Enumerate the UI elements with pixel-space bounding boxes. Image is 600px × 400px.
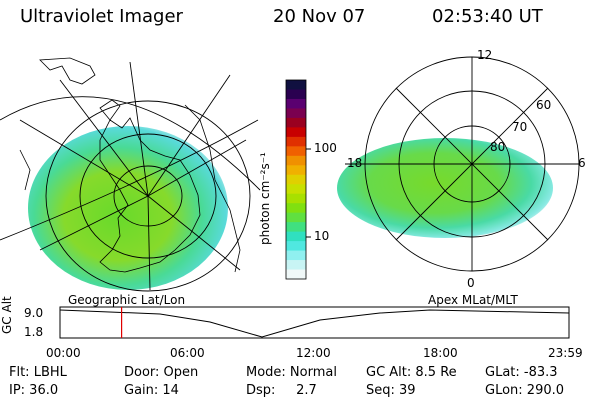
timeline-xtick-2: 12:00	[296, 346, 331, 360]
apex-polar-map	[337, 56, 580, 272]
colorbar-swatch	[286, 98, 306, 109]
colorbar-swatch	[286, 241, 306, 252]
colorbar-swatch	[286, 250, 306, 261]
info-mode: Mode: Normal	[246, 365, 337, 380]
colorbar-tick-100: 100	[314, 141, 337, 155]
info-door: Door: Open	[124, 365, 199, 380]
colorbar-swatch	[286, 80, 306, 90]
info-ip: IP: 36.0	[9, 383, 59, 398]
mlt-label-12: 12	[477, 48, 493, 62]
altitude-timeline	[59, 306, 570, 339]
colorbar-swatch	[286, 155, 306, 166]
mlt-label-18: 18	[347, 156, 363, 170]
lat-label-80: 80	[490, 140, 506, 154]
colorbar-swatch	[286, 260, 306, 271]
coastlines	[19, 57, 241, 273]
mlt-label-6: 6	[578, 156, 586, 170]
lat-label-60: 60	[536, 98, 552, 112]
geo-map-label: Geographic Lat/Lon	[68, 293, 186, 307]
info-flt: Flt: LBHL	[9, 365, 67, 380]
colorbar	[285, 79, 311, 280]
timeline-ytick-9: 9.0	[24, 306, 44, 320]
info-dsp: Dsp: 2.7	[246, 383, 317, 398]
info-seq: Seq: 39	[366, 383, 416, 398]
lat-label-70: 70	[512, 120, 528, 134]
colorbar-label: photon cm⁻²s⁻¹	[258, 152, 272, 245]
mlt-label-0: 0	[467, 276, 475, 290]
time-label: 02:53:40 UT	[432, 6, 543, 27]
info-glat: GLat: -83.3	[485, 365, 558, 380]
timeline-frame	[59, 306, 570, 339]
colorbar-tick-10: 10	[314, 229, 330, 243]
colorbar-swatch	[286, 117, 306, 128]
timeline-xtick-3: 18:00	[423, 346, 458, 360]
info-glon: GLon: 290.0	[485, 383, 565, 398]
colorbar-swatch	[286, 203, 306, 214]
geo-grid	[0, 61, 261, 292]
colorbar-swatch	[286, 184, 306, 195]
aurora-oval-apex	[337, 138, 553, 238]
altitude-curve	[59, 309, 570, 338]
instrument-title: Ultraviolet Imager	[20, 6, 183, 27]
info-gain: Gain: 14	[124, 383, 179, 398]
colorbar-swatch	[286, 193, 306, 204]
geographic-map	[0, 57, 261, 292]
imager-panels	[0, 56, 580, 292]
timeline-xtick-4: 23:59	[548, 346, 583, 360]
colorbar-swatch	[286, 231, 306, 242]
date-label: 20 Nov 07	[273, 6, 366, 27]
colorbar-swatch	[286, 136, 306, 147]
colorbar-swatch	[286, 108, 306, 119]
timeline-xtick-0: 00:00	[46, 346, 81, 360]
colorbar-swatch	[286, 222, 306, 233]
colorbar-swatch	[286, 146, 306, 157]
colorbar-swatch	[286, 89, 306, 100]
aurora-oval-geo	[28, 126, 228, 290]
apex-map-label: Apex MLat/MLT	[428, 293, 518, 307]
info-gcalt: GC Alt: 8.5 Re	[366, 365, 457, 380]
colorbar-swatch	[286, 174, 306, 185]
colorbar-swatch	[286, 269, 306, 280]
colorbar-swatch	[286, 212, 306, 223]
colorbar-swatch	[286, 165, 306, 176]
timeline-xtick-1: 06:00	[170, 346, 205, 360]
timeline-ytick-1.8: 1.8	[24, 325, 44, 339]
colorbar-swatch	[286, 127, 306, 138]
